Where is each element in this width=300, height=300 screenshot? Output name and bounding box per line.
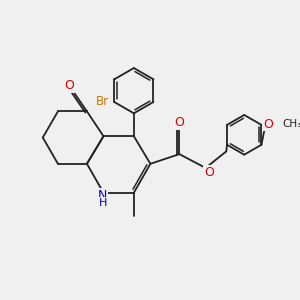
Text: O: O <box>64 79 74 92</box>
Text: N: N <box>98 189 108 202</box>
Text: CH₃: CH₃ <box>283 119 300 129</box>
Text: H: H <box>99 198 107 208</box>
Text: Br: Br <box>96 95 109 109</box>
Text: O: O <box>174 116 184 129</box>
Text: O: O <box>204 166 214 178</box>
Text: O: O <box>263 118 273 130</box>
